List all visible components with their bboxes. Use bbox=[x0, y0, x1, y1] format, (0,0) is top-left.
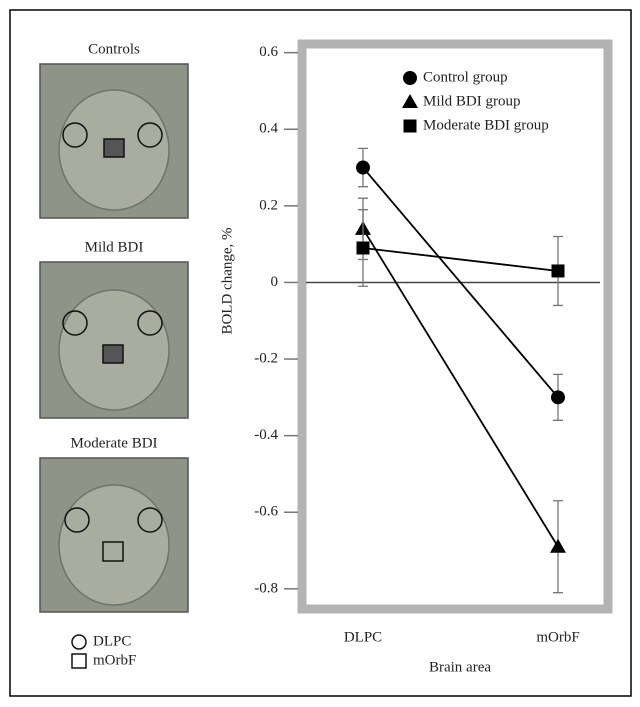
panel-label: Controls bbox=[88, 41, 140, 57]
y-tick-label: 0.6 bbox=[259, 44, 278, 60]
x-tick-label: mOrbF bbox=[536, 629, 579, 645]
y-tick-label: -0.6 bbox=[254, 504, 278, 520]
y-tick-label: -0.2 bbox=[254, 350, 278, 366]
legend-label: Control group bbox=[423, 69, 508, 85]
marker bbox=[356, 161, 370, 175]
marker bbox=[357, 241, 370, 254]
y-tick-label: 0.2 bbox=[259, 197, 278, 213]
roi-legend: DLPC bbox=[93, 633, 131, 649]
y-tick-label: 0.4 bbox=[259, 121, 278, 137]
marker bbox=[403, 71, 417, 85]
x-tick-label: DLPC bbox=[344, 629, 382, 645]
marker bbox=[404, 120, 417, 133]
legend-label: Mild BDI group bbox=[423, 93, 521, 109]
marker bbox=[552, 264, 565, 277]
brain-images bbox=[40, 64, 188, 668]
figure: Controls Mild BDI Moderate BDI DLPC mOrb… bbox=[0, 0, 640, 707]
marker bbox=[551, 390, 565, 404]
y-tick-label: 0 bbox=[271, 274, 279, 290]
panel-label: Mild BDI bbox=[85, 239, 144, 255]
legend-label: Moderate BDI group bbox=[423, 117, 549, 133]
roi-legend: mOrbF bbox=[93, 652, 136, 668]
y-axis-label: BOLD change, % bbox=[219, 227, 235, 334]
y-tick-label: -0.8 bbox=[254, 580, 278, 596]
y-tick-label: -0.4 bbox=[254, 427, 278, 443]
panel-label: Moderate BDI bbox=[70, 435, 157, 451]
x-axis-label: Brain area bbox=[429, 659, 491, 675]
